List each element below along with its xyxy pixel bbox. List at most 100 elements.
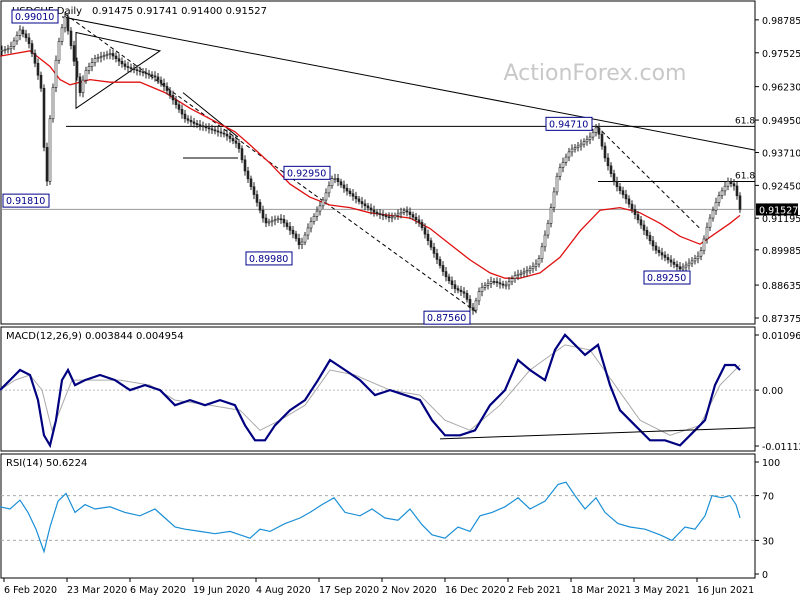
- candle-body: [420, 222, 424, 228]
- candle-body: [708, 217, 712, 228]
- candle-body: [114, 55, 118, 59]
- candle-body: [441, 265, 445, 272]
- candle-body: [153, 75, 157, 78]
- candle-body: [33, 53, 37, 64]
- candle-body: [486, 283, 490, 286]
- candle-body: [186, 118, 190, 121]
- x-axis-label: 6 May 2020: [130, 585, 186, 596]
- candle-body: [195, 123, 199, 125]
- fib-level-label: 61.8: [735, 116, 755, 126]
- candle-body: [624, 194, 628, 200]
- candle-body: [423, 227, 427, 235]
- macd-trendline: [439, 427, 756, 440]
- candle-body: [387, 216, 391, 219]
- price-label-text: 0.92950: [287, 168, 326, 179]
- x-axis-label: 16 Jun 2021: [697, 585, 754, 596]
- price-axis-label: 0.93710: [762, 148, 800, 159]
- candle-body: [51, 87, 55, 120]
- current-price-tag: [756, 203, 798, 216]
- candle-body: [285, 222, 289, 227]
- candle-body: [306, 227, 310, 236]
- x-axis-label: 23 Mar 2020: [67, 585, 127, 596]
- candle-body: [363, 203, 367, 207]
- candle-body: [525, 270, 529, 273]
- candle-body: [561, 162, 565, 168]
- candle-body: [603, 145, 607, 159]
- macd-axis-label: 0.00: [762, 386, 783, 397]
- candle-body: [156, 76, 160, 81]
- candle-body: [72, 45, 76, 62]
- price-label-box: [245, 251, 293, 266]
- rsi-panel: [0, 453, 756, 579]
- rsi-plot-layer: 100 70 30 0: [0, 458, 780, 581]
- candle-body: [588, 136, 592, 140]
- candle-body: [144, 72, 148, 75]
- candle-body: [267, 221, 271, 224]
- candle-body: [12, 40, 16, 47]
- candle-body: [222, 132, 226, 135]
- candle-body: [261, 209, 265, 219]
- candle-body: [108, 53, 112, 55]
- main-plot-layer: 0.98785 0.97525 0.96230 0.94950 0.93710 0.924…: [0, 9, 800, 325]
- candle-body: [393, 215, 397, 218]
- candle-body: [45, 147, 49, 182]
- candle-body: [132, 68, 136, 70]
- x-axis-label: 19 Jun 2020: [193, 585, 250, 596]
- candle-body: [255, 194, 259, 203]
- candle-body: [225, 133, 229, 137]
- candle-body: [366, 205, 370, 209]
- candle-body: [81, 79, 85, 93]
- price-label-box: [283, 165, 331, 180]
- candle-body: [243, 159, 247, 172]
- candle-body: [618, 186, 622, 191]
- candle-body: [279, 218, 283, 221]
- candle-body: [351, 193, 355, 197]
- candle-body: [126, 66, 130, 68]
- candle-body: [231, 138, 235, 142]
- candle-body: [444, 271, 448, 278]
- candle-body: [537, 258, 541, 265]
- x-axis-label: 3 May 2021: [634, 585, 690, 596]
- candle-body: [324, 192, 328, 201]
- x-axis-label: 2 Nov 2020: [382, 585, 437, 596]
- candle-body: [609, 165, 613, 174]
- watermark-text: ActionForex.com: [504, 61, 687, 86]
- candle-body: [3, 49, 7, 51]
- candle-body: [675, 264, 679, 268]
- candle-body: [180, 109, 184, 115]
- x-axis-label: 4 Aug 2020: [256, 585, 311, 596]
- candle-body: [411, 214, 415, 218]
- candle-body: [291, 229, 295, 235]
- candle-body: [414, 216, 418, 221]
- candle-body: [636, 214, 640, 221]
- dashed-trendline: [64, 13, 479, 314]
- candle-body: [141, 71, 145, 74]
- candle-body: [555, 175, 559, 193]
- macd-plot-layer: 0.010967 0.00 -0.011127: [0, 331, 800, 453]
- candle-body: [471, 307, 475, 311]
- ohlc-label: 0.91475 0.91741 0.91400 0.91527: [92, 6, 267, 17]
- candle-body: [543, 234, 547, 248]
- candle-body: [621, 190, 625, 195]
- candle-body: [678, 266, 682, 270]
- candle-body: [246, 170, 250, 180]
- price-label-text: 0.99010: [15, 12, 54, 23]
- candle-body: [468, 299, 472, 308]
- candle-body: [372, 209, 376, 213]
- candle-body: [408, 211, 412, 215]
- candle-body: [717, 195, 721, 203]
- candle-body: [558, 167, 562, 177]
- candle-body: [648, 235, 652, 242]
- candle-body: [0, 50, 4, 52]
- main-panel: [0, 0, 756, 325]
- candle-body: [390, 216, 394, 219]
- candle-body: [9, 46, 13, 50]
- rsi-line: [0, 481, 741, 554]
- candle-body: [510, 278, 514, 283]
- candle-body: [705, 226, 709, 240]
- price-label-text: 0.89980: [249, 254, 288, 265]
- macd-axis-label: 0.010967: [762, 331, 800, 342]
- candle-body: [426, 233, 430, 242]
- candle-body: [354, 195, 358, 200]
- candle-body: [585, 139, 589, 143]
